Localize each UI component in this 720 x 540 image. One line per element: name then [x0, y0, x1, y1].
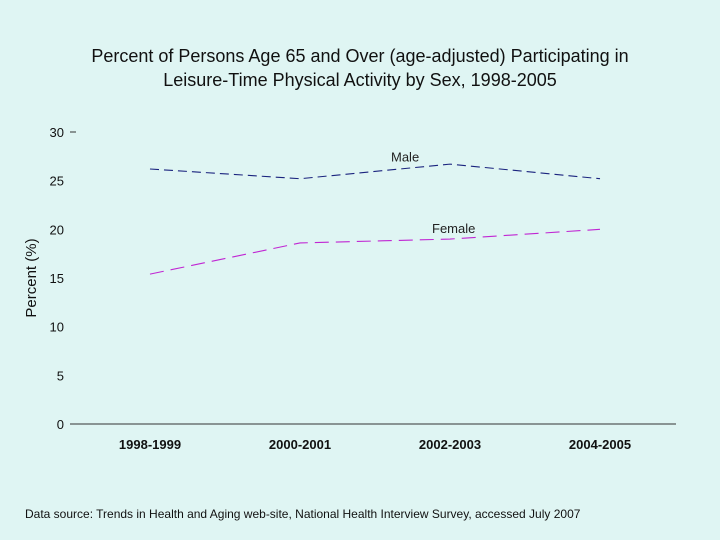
x-axis-ticks: 1998-1999 2000-2001 2002-2003 2004-2005 — [119, 437, 631, 452]
series-label-female: Female — [432, 221, 475, 236]
series-line-male — [149, 163, 601, 180]
series-line-female — [149, 228, 601, 275]
x-tick-label: 1998-1999 — [119, 437, 181, 452]
y-tick-label: 10 — [50, 320, 64, 335]
series-layer: Male Female — [149, 149, 601, 275]
y-tick-label: 15 — [50, 271, 64, 286]
y-tick-label: 25 — [50, 174, 64, 189]
x-tick-label: 2002-2003 — [419, 437, 481, 452]
y-tick-label: 5 — [57, 368, 64, 383]
source-note: Data source: Trends in Health and Aging … — [25, 507, 581, 521]
series-label-male: Male — [391, 149, 419, 164]
x-tick-label: 2000-2001 — [269, 437, 331, 452]
y-tick-label: 30 — [50, 125, 64, 140]
y-tick-label: 0 — [57, 417, 64, 432]
chart-title: Percent of Persons Age 65 and Over (age-… — [91, 46, 629, 90]
y-axis-label: Percent (%) — [23, 238, 40, 317]
x-tick-label: 2004-2005 — [569, 437, 631, 452]
y-axis-ticks: 0 5 10 15 20 25 30 — [50, 125, 64, 432]
y-tick-label: 20 — [50, 222, 64, 237]
